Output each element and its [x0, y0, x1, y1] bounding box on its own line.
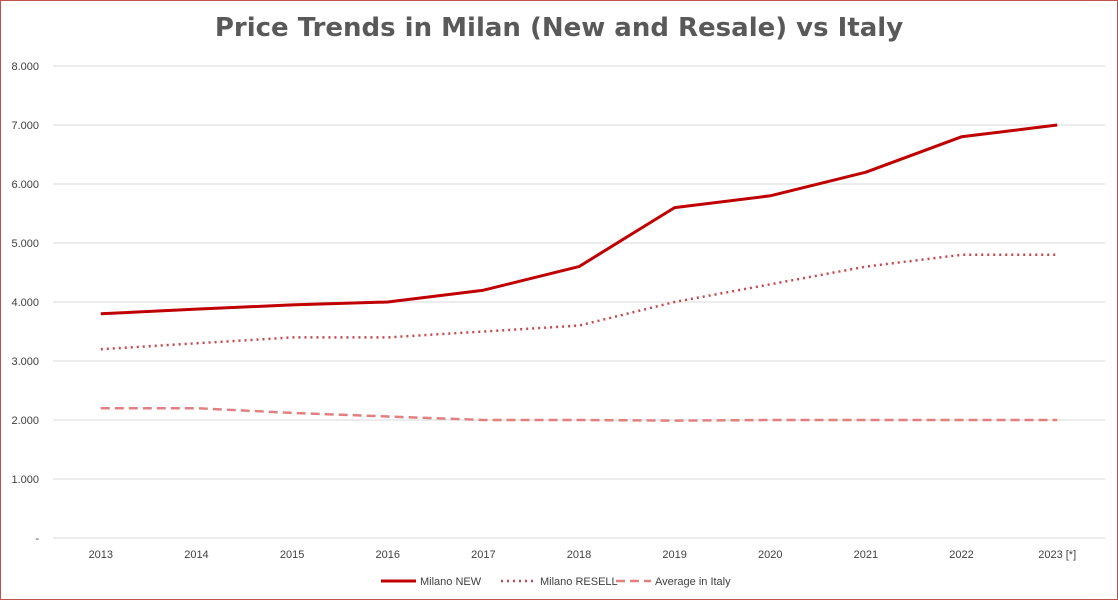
- series-line-0: [100, 123, 1058, 316]
- y-tick-label: 3.000: [11, 356, 39, 368]
- y-tick-label: 6.000: [11, 179, 39, 191]
- series-lines: [100, 123, 1058, 422]
- x-tick-label: 2019: [662, 549, 686, 561]
- legend-label: Milano RESELL: [540, 576, 618, 588]
- x-tick-label: 2020: [758, 549, 782, 561]
- x-axis-ticks: 2013 2014 2015 2016 2017 2018 2019 2020 2021 2022…: [89, 549, 1077, 561]
- x-tick-label: 2016: [375, 549, 399, 561]
- y-tick-label: 5.000: [11, 238, 39, 250]
- x-tick-label: 2013: [89, 549, 113, 561]
- y-tick-label: -: [35, 533, 39, 545]
- legend-label: Average in Italy: [655, 576, 731, 588]
- legend-label: Milano NEW: [420, 576, 482, 588]
- y-tick-label: 1.000: [11, 474, 39, 486]
- y-tick-label: 2.000: [11, 415, 39, 427]
- chart-title: Price Trends in Milan (New and Resale) v…: [214, 13, 904, 43]
- x-tick-label: 2018: [567, 549, 591, 561]
- y-tick-label: 7.000: [11, 120, 39, 132]
- x-tick-label: 2021: [854, 549, 878, 561]
- y-axis-ticks: 8.000 7.000 6.000 5.000 4.000 3.000 2.000 1.000…: [11, 61, 39, 545]
- x-tick-label: 2022: [949, 549, 973, 561]
- x-tick-label: 2014: [184, 549, 208, 561]
- series-line-2: [100, 406, 1058, 422]
- y-tick-label: 4.000: [11, 297, 39, 309]
- y-tick-label: 8.000: [11, 61, 39, 73]
- x-tick-label: 2015: [280, 549, 304, 561]
- legend: Milano NEW Milano RESELL Average in Italy: [381, 576, 731, 588]
- gridlines: [53, 65, 1105, 539]
- x-tick-label: 2017: [471, 549, 495, 561]
- series-line-1: [100, 253, 1058, 351]
- x-tick-label: 2023 [*]: [1038, 549, 1076, 561]
